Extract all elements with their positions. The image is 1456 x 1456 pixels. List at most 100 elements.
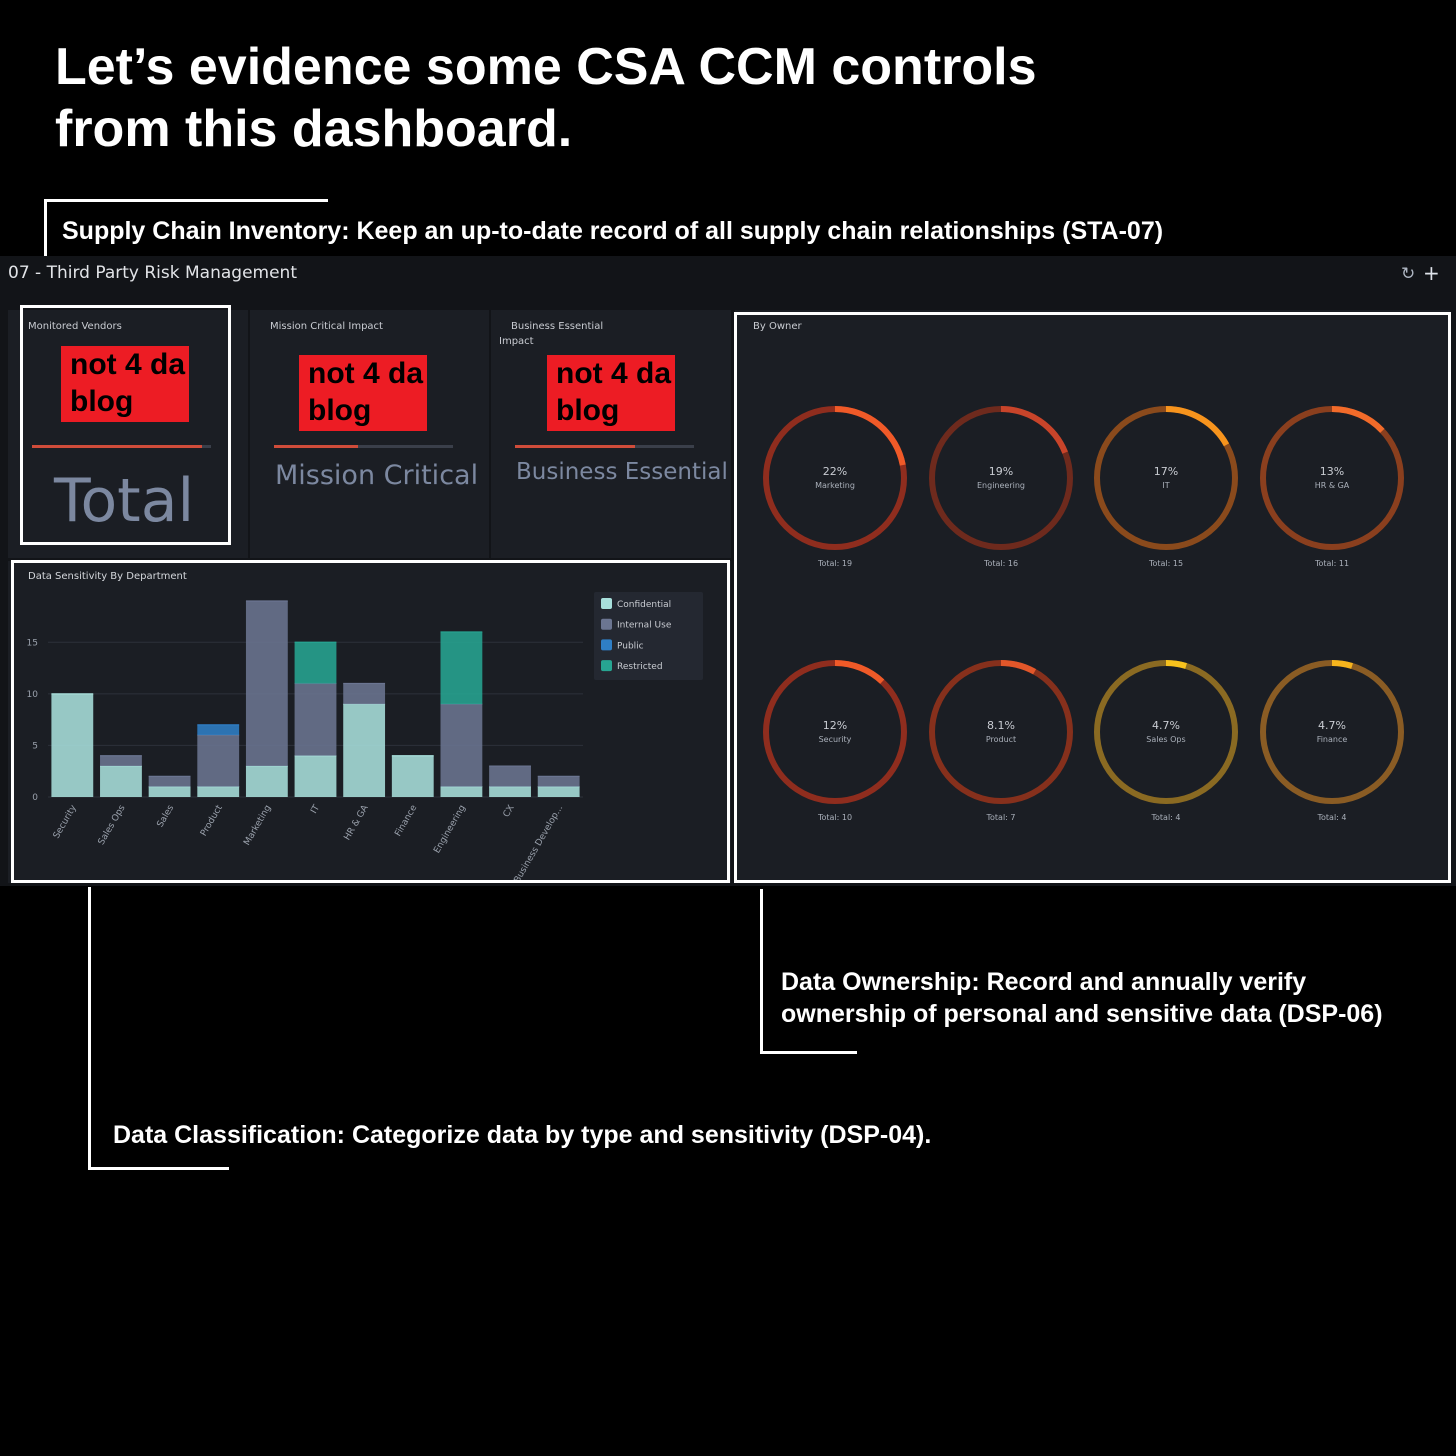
y-tick-label: 0 xyxy=(32,793,38,803)
classification-bracket-bottom xyxy=(88,1167,229,1170)
ownership-caption: Data Ownership: Record and annually veri… xyxy=(781,966,1383,1030)
donut-name: Engineering xyxy=(977,481,1025,490)
legend-label: Public xyxy=(617,641,644,651)
donut-percent: 13% xyxy=(1320,465,1344,478)
ownership-caption-line-1: Data Ownership: Record and annually veri… xyxy=(781,968,1307,996)
supply-chain-bracket-top xyxy=(44,199,328,202)
metric-bar-business-essential xyxy=(515,445,694,448)
chart-legend xyxy=(594,592,703,680)
y-tick-label: 15 xyxy=(27,638,38,648)
donut-total: Total: 10 xyxy=(817,813,852,822)
donut-total: Total: 16 xyxy=(983,559,1018,568)
donut-name: Marketing xyxy=(815,481,855,490)
plus-icon[interactable]: + xyxy=(1423,261,1440,285)
metric-big-label-total: Total xyxy=(54,466,195,536)
chart-title: Data Sensitivity By Department xyxy=(28,571,187,582)
donut-arc xyxy=(763,406,907,550)
ownership-bracket-bottom xyxy=(760,1051,857,1054)
donut-total: Total: 4 xyxy=(1150,813,1180,822)
legend-label: Restricted xyxy=(617,662,663,672)
chart-bars xyxy=(51,600,580,797)
ownership-caption-line-2: ownership of personal and sensitive data… xyxy=(781,1000,1383,1028)
donut-name: Sales Ops xyxy=(1146,735,1185,744)
bar-internal-use xyxy=(100,755,142,767)
bar-confidential xyxy=(294,755,337,797)
bar-internal-use xyxy=(343,683,386,705)
supply-chain-bracket-side xyxy=(44,199,47,256)
bar-confidential xyxy=(440,786,483,797)
bar-confidential xyxy=(148,786,191,797)
metric-panel-business-essential xyxy=(491,310,731,558)
bar-internal-use xyxy=(245,601,288,767)
bar-confidential xyxy=(537,786,580,797)
bar-confidential xyxy=(100,766,142,797)
by-owner-panel xyxy=(735,310,1450,883)
donut-arc xyxy=(1260,660,1404,804)
bar-internal-use xyxy=(294,683,337,756)
metric-bar-fill xyxy=(515,445,635,448)
metric-label-business-essential-2: Impact xyxy=(499,336,534,347)
legend-swatch xyxy=(601,598,612,609)
donut-total: Total: 11 xyxy=(1314,559,1349,568)
legend-label: Internal Use xyxy=(617,621,672,631)
highlight-monitored-vendors xyxy=(20,305,231,545)
y-tick-label: 5 xyxy=(32,741,38,751)
by-owner-chart: 22% Marketing Total: 19 19% Engineering Total… xyxy=(763,406,1404,822)
legend-swatch xyxy=(601,618,612,630)
donut-total: Total: 7 xyxy=(985,813,1015,822)
metric-bar-mission-critical xyxy=(274,445,453,448)
legend-swatch xyxy=(601,639,612,651)
donut-total: Total: 15 xyxy=(1148,559,1183,568)
bar-confidential xyxy=(391,755,434,797)
headline-line-2: from this dashboard. xyxy=(55,100,573,158)
highlight-by-owner xyxy=(734,312,1451,883)
bar-internal-use xyxy=(537,776,580,787)
dashboard-title: 07 - Third Party Risk Management xyxy=(8,263,297,283)
donut-percent: 19% xyxy=(989,465,1013,478)
classification-bracket-side xyxy=(88,887,91,1170)
donut-percent: 8.1% xyxy=(987,719,1015,732)
legend-label: Confidential xyxy=(617,600,671,610)
metric-label-mission-critical: Mission Critical Impact xyxy=(270,321,383,332)
refresh-icon[interactable]: ↻ xyxy=(1401,264,1416,284)
redaction-box-1: not 4 da blog xyxy=(61,346,189,422)
bar-internal-use xyxy=(440,704,483,787)
metric-bar-fill xyxy=(274,445,359,448)
donut-total: Total: 4 xyxy=(1316,813,1346,822)
bar-internal-use xyxy=(489,766,531,787)
bar-internal-use xyxy=(148,776,191,787)
bar-confidential xyxy=(489,786,531,797)
metric-big-label-mission-critical: Mission Critical xyxy=(275,460,479,491)
donut-percent: 12% xyxy=(823,719,847,732)
donut-arc xyxy=(763,660,907,804)
y-tick-label: 10 xyxy=(27,690,39,700)
donut-arc xyxy=(929,660,1073,804)
bar-confidential xyxy=(245,766,288,797)
donut-total: Total: 19 xyxy=(817,559,852,568)
bar-confidential xyxy=(197,786,240,797)
bar-public xyxy=(197,724,240,736)
donut-percent: 22% xyxy=(823,465,847,478)
supply-chain-caption: Supply Chain Inventory: Keep an up-to-da… xyxy=(62,217,1164,245)
metric-label-business-essential-1: Business Essential xyxy=(511,321,604,332)
donut-arc xyxy=(1094,660,1238,804)
chart-legend-items: Confidential Internal Use Public Restricted xyxy=(601,598,672,672)
redaction-box-3: not 4 da blog xyxy=(547,355,675,431)
donut-percent: 4.7% xyxy=(1152,719,1180,732)
donut-name: Product xyxy=(986,735,1016,744)
bar-restricted xyxy=(440,631,483,705)
metric-bar-monitored-vendors xyxy=(32,445,211,448)
headline: Let’s evidence some CSA CCM controls fro… xyxy=(55,36,1155,160)
bar-restricted xyxy=(294,642,337,684)
owner-donuts: 22% Marketing Total: 19 19% Engineering Total… xyxy=(763,406,1404,822)
headline-line-1: Let’s evidence some CSA CCM controls xyxy=(55,38,1037,96)
donut-arc xyxy=(1094,406,1238,550)
donut-name: Finance xyxy=(1317,735,1348,744)
donut-name: Security xyxy=(819,735,852,744)
metric-bar-fill xyxy=(32,445,203,448)
classification-caption: Data Classification: Categorize data by … xyxy=(113,1121,932,1149)
redaction-box-2: not 4 da blog xyxy=(299,355,427,431)
donut-arc xyxy=(1260,406,1404,550)
donut-arc xyxy=(929,406,1073,550)
